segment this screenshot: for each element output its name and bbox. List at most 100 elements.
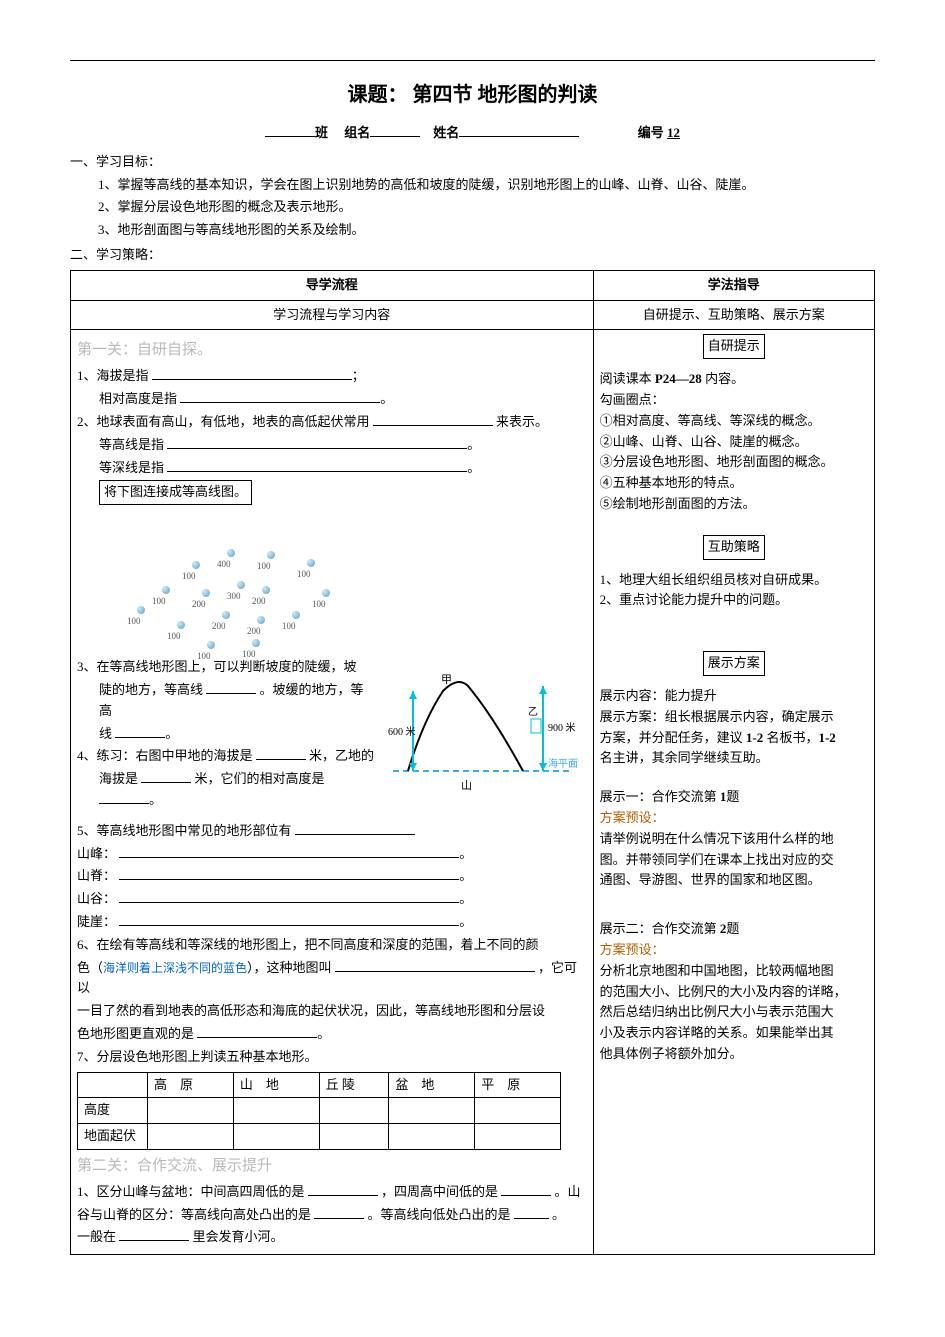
- scatter-point: [137, 606, 145, 614]
- q3-l3-text: 线: [99, 726, 115, 741]
- s2-q3a: 一般在: [77, 1229, 119, 1244]
- show-plan-b: 方案，并分配任务，建议: [600, 730, 746, 745]
- scatter-point: [257, 616, 265, 624]
- q4-blank1[interactable]: [256, 747, 306, 760]
- help-2: 2、重点讨论能力提升中的问题。: [600, 590, 868, 611]
- q1b-blank[interactable]: [180, 390, 380, 403]
- lf-r2c3[interactable]: [319, 1124, 389, 1150]
- show-plan-d: 名板书，: [763, 730, 818, 745]
- s2-q2-blank1[interactable]: [314, 1206, 364, 1219]
- scatter-label: 100: [257, 559, 271, 573]
- s2-q2a: 谷与山脊的区分：等高线向高处凸出的是: [77, 1207, 314, 1222]
- scatter-point: [292, 611, 300, 619]
- q4-blank3[interactable]: [99, 791, 149, 804]
- feature-peak-blank[interactable]: [119, 845, 459, 858]
- scatter-label: 100: [312, 597, 326, 611]
- q6-l3: 一目了然的看到地表的高低形态和海底的起伏状况，因此，等高线地形图和分层设: [77, 1001, 587, 1022]
- q2c-blank[interactable]: [167, 459, 467, 472]
- lf-r2c1[interactable]: [148, 1124, 234, 1150]
- info-line: 班 组名 姓名 编号 12: [70, 123, 875, 144]
- lf-r2c4[interactable]: [389, 1124, 475, 1150]
- q1-label: 1、海拔是指: [77, 368, 149, 383]
- q3-blank1[interactable]: [206, 681, 256, 694]
- lf-col5: 平 原: [475, 1072, 561, 1098]
- q3-l2a: 陡的地方，等高线: [99, 682, 206, 697]
- s2-q3-blank[interactable]: [119, 1228, 189, 1241]
- scatter-point: [322, 589, 330, 597]
- s2-q1-blank2[interactable]: [501, 1183, 551, 1196]
- lf-r1c1[interactable]: [148, 1098, 234, 1124]
- outline-3: ③分层设色地形图、地形剖面图的概念。: [600, 452, 868, 473]
- outline-head: 勾画圈点：: [600, 390, 868, 411]
- show1-head-a: 展示一：合作交流第: [600, 789, 720, 804]
- feature-cliff: 陡崖： 。: [77, 912, 587, 933]
- q6-blank2[interactable]: [197, 1025, 317, 1038]
- feature-valley-blank[interactable]: [119, 890, 459, 903]
- read-a: 阅读课本: [600, 371, 655, 386]
- head-left: 导学流程: [71, 270, 594, 300]
- feature-cliff-blank[interactable]: [119, 913, 459, 926]
- feature-ridge-blank[interactable]: [119, 867, 459, 880]
- lf-row2-label: 地面起伏: [78, 1124, 148, 1150]
- mountain-diagram: 海平面 甲 山 600 米 900 米 乙: [383, 661, 583, 801]
- lf-r1c3[interactable]: [319, 1098, 389, 1124]
- show1-head-c: 题: [726, 789, 739, 804]
- subhead-right: 自研提示、互助策略、展示方案: [593, 300, 874, 330]
- q2a-blank[interactable]: [373, 413, 493, 426]
- scatter-point: [307, 559, 315, 567]
- group-blank[interactable]: [370, 124, 420, 137]
- q1-blank[interactable]: [152, 367, 352, 380]
- show2-body2: 的范围大小、比例尺的大小及内容的详略，: [600, 982, 868, 1003]
- feature-valley-label: 山谷：: [77, 891, 116, 906]
- show-plan-2: 方案，并分配任务，建议 1-2 名板书，1-2: [600, 728, 868, 749]
- scatter-label: 200: [247, 624, 261, 638]
- lf-r2c2[interactable]: [233, 1124, 319, 1150]
- scatter-label: 100: [152, 594, 166, 608]
- s2-q1: 1、区分山峰与盆地：中间高四周低的是 ，四周高中间低的是 。山: [77, 1182, 587, 1203]
- box-ziyan-label: 自研提示: [703, 334, 765, 359]
- q4-blank2[interactable]: [141, 770, 191, 783]
- show2-head-c: 题: [726, 921, 739, 936]
- show-plan-3: 名主讲，其余同学继续互助。: [600, 748, 868, 769]
- svg-text:乙: 乙: [528, 706, 538, 718]
- scatter-label: 200: [212, 619, 226, 633]
- scatter-point: [202, 589, 210, 597]
- subhead-left: 学习流程与学习内容: [71, 300, 594, 330]
- scatter-point: [237, 581, 245, 589]
- feature-valley: 山谷： 。: [77, 889, 587, 910]
- main-table: 导学流程 学法指导 学习流程与学习内容 自研提示、互助策略、展示方案 第一关：自…: [70, 270, 875, 1256]
- s2-q2-blank2[interactable]: [514, 1206, 549, 1219]
- box-huzhu-label: 互助策略: [703, 535, 765, 560]
- name-blank[interactable]: [459, 124, 579, 137]
- lf-col2: 山 地: [233, 1072, 319, 1098]
- q6-l1: 6、在绘有等高线和等深线的地形图上，把不同高度和深度的范围，着上不同的颜: [77, 935, 587, 956]
- lf-r2c5[interactable]: [475, 1124, 561, 1150]
- feature-peak-label: 山峰：: [77, 846, 116, 861]
- show-plan: 展示方案：组长根据展示内容，确定展示: [600, 707, 868, 728]
- q3-blank2[interactable]: [115, 725, 165, 738]
- scatter-label: 100: [297, 567, 311, 581]
- q5-blank[interactable]: [295, 822, 415, 835]
- class-blank[interactable]: [265, 124, 315, 137]
- lf-r1c5[interactable]: [475, 1098, 561, 1124]
- q2b-blank[interactable]: [167, 436, 467, 449]
- s2-q3b: 里会发育小河。: [193, 1229, 284, 1244]
- scatter-point: [227, 549, 235, 557]
- q1b-line: 相对高度是指 。: [77, 389, 587, 410]
- scatter-label: 300: [227, 589, 241, 603]
- scatter-label: 200: [252, 594, 266, 608]
- q2b-line: 等高线是指 。: [77, 435, 587, 456]
- goal-1: 1、掌握等高线的基本知识，学会在图上识别地势的高低和坡度的陡缓，识别地形图上的山…: [98, 175, 875, 196]
- q4-l2a: 海拔是: [99, 771, 141, 786]
- q6-l4-text: 色地形图更直观的是: [77, 1026, 197, 1041]
- read-line: 阅读课本 P24—28 内容。: [600, 369, 868, 390]
- q2d-line: 将下图连接成等高线图。: [77, 480, 587, 505]
- lf-r1c2[interactable]: [233, 1098, 319, 1124]
- lf-r1c4[interactable]: [389, 1098, 475, 1124]
- q4-l1a: 4、练习：右图中甲地的海拔是: [77, 748, 256, 763]
- q6-blank1[interactable]: [335, 959, 535, 972]
- help-1: 1、地理大组长组织组员核对自研成果。: [600, 570, 868, 591]
- show-plan-a: 展示方案：组长根据展示内容，确定展示: [600, 709, 834, 724]
- s2-q1-blank1[interactable]: [308, 1183, 378, 1196]
- show2-body1: 分析北京地图和中国地图，比较两幅地图: [600, 961, 868, 982]
